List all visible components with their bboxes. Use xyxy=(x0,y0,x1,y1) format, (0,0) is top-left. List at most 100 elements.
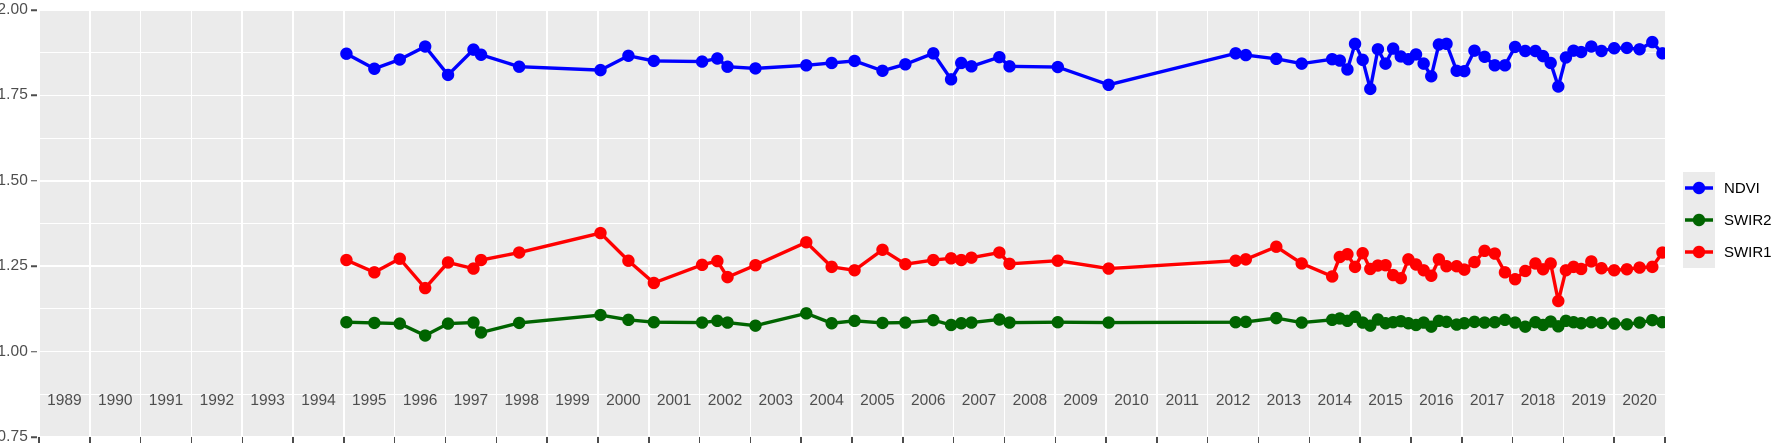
x-tick-label-2009: 2009 xyxy=(1063,392,1098,409)
data-point xyxy=(1270,240,1283,253)
x-tick-label-2020: 2020 xyxy=(1622,392,1657,409)
data-point xyxy=(1379,258,1392,272)
data-point xyxy=(749,319,762,332)
data-point xyxy=(955,253,968,267)
data-point xyxy=(927,313,940,327)
data-point xyxy=(1051,316,1064,329)
data-point xyxy=(749,62,762,75)
x-tick-label-1989: 1989 xyxy=(47,392,82,409)
gridline-vertical-2013 xyxy=(1257,10,1260,437)
gridline-vertical-2015 xyxy=(1359,10,1361,437)
x-tick-label-2013: 2013 xyxy=(1266,392,1302,409)
data-point xyxy=(647,54,661,68)
data-point xyxy=(594,226,607,240)
data-point xyxy=(1295,316,1308,329)
data-point xyxy=(927,253,940,267)
gridline-vertical-1996 xyxy=(393,10,396,437)
data-point xyxy=(368,316,381,330)
data-point xyxy=(695,316,709,329)
y-tick-label-1.75: 1.75 xyxy=(0,86,28,104)
legend-key-swir2 xyxy=(1683,204,1715,236)
data-point xyxy=(1620,263,1634,276)
x-tick-label-2019: 2019 xyxy=(1571,392,1607,409)
gridline-vertical-2020 xyxy=(1613,10,1615,437)
legend-item-ndvi[interactable]: NDVI xyxy=(1683,172,1773,204)
data-point xyxy=(368,62,381,75)
x-tick-label-2012: 2012 xyxy=(1215,392,1251,409)
data-point xyxy=(1229,254,1242,267)
data-point xyxy=(899,58,912,71)
data-point xyxy=(1574,262,1588,276)
x-tick-mark-1995 xyxy=(343,437,345,443)
data-point xyxy=(1425,269,1438,282)
data-point xyxy=(1371,43,1385,56)
data-point xyxy=(1498,59,1512,72)
legend-label-swir2: SWIR2 xyxy=(1724,211,1772,229)
x-tick-label-1991: 1991 xyxy=(148,392,184,409)
x-tick-mark-2020 xyxy=(1613,437,1615,443)
data-point xyxy=(1239,48,1253,62)
x-tick-label-2018: 2018 xyxy=(1520,392,1556,409)
series-swir2 xyxy=(340,307,1665,342)
x-tick-mark-1990 xyxy=(89,437,91,443)
data-point xyxy=(944,318,958,332)
data-point xyxy=(393,252,406,265)
data-point xyxy=(647,316,661,329)
data-point xyxy=(1620,41,1634,55)
x-tick-mark-2006 xyxy=(902,437,904,443)
gridline-vertical-2002 xyxy=(698,10,701,437)
data-point xyxy=(1364,82,1377,96)
data-point xyxy=(594,63,607,77)
x-tick-label-1997: 1997 xyxy=(453,392,489,409)
x-tick-label-1995: 1995 xyxy=(352,392,387,409)
legend-item-swir2[interactable]: SWIR2 xyxy=(1683,204,1773,236)
gridline-vertical-1999 xyxy=(546,10,548,437)
data-point xyxy=(695,55,709,68)
x-tick-mark-2019 xyxy=(1562,437,1565,443)
data-point xyxy=(1595,262,1608,275)
x-tick-mark-2007 xyxy=(952,437,955,443)
data-point xyxy=(721,60,734,73)
x-tick-label-2003: 2003 xyxy=(758,392,794,409)
x-tick-mark-1993 xyxy=(241,437,243,443)
data-point xyxy=(1607,42,1621,55)
data-point xyxy=(1508,316,1522,329)
data-point xyxy=(441,256,455,269)
data-point xyxy=(622,254,635,267)
x-tick-label-2008: 2008 xyxy=(1012,392,1048,409)
data-point xyxy=(1620,318,1634,331)
gridline-vertical-2004 xyxy=(800,10,802,437)
data-point xyxy=(1229,47,1242,60)
data-point xyxy=(1270,52,1283,66)
data-point xyxy=(1607,264,1621,277)
x-tick-mark-1996 xyxy=(393,437,396,443)
data-point xyxy=(899,257,912,271)
data-point xyxy=(1508,272,1522,286)
x-tick-label-1996: 1996 xyxy=(402,392,438,409)
data-point xyxy=(876,243,889,256)
x-tick-label-2000: 2000 xyxy=(606,392,641,409)
data-point xyxy=(848,314,861,328)
legend-item-swir1[interactable]: SWIR1 xyxy=(1683,236,1773,268)
data-point xyxy=(393,317,406,330)
data-point xyxy=(441,317,455,330)
x-tick-mark-1999 xyxy=(546,437,548,443)
data-point xyxy=(899,316,912,329)
data-point xyxy=(1356,53,1369,67)
data-point xyxy=(393,53,406,66)
data-point xyxy=(1440,37,1453,51)
gridline-vertical-2000 xyxy=(597,10,599,437)
data-point xyxy=(1468,315,1481,329)
data-point xyxy=(876,64,889,77)
data-point xyxy=(1552,80,1565,93)
data-point xyxy=(825,260,838,274)
x-tick-label-1994: 1994 xyxy=(301,392,336,409)
y-tick-mark-1.00 xyxy=(31,350,37,353)
data-point xyxy=(474,48,488,61)
data-point xyxy=(721,316,734,329)
data-point xyxy=(965,251,978,264)
x-tick-label-1998: 1998 xyxy=(504,392,539,409)
data-point xyxy=(1229,316,1242,329)
data-point xyxy=(340,253,353,267)
